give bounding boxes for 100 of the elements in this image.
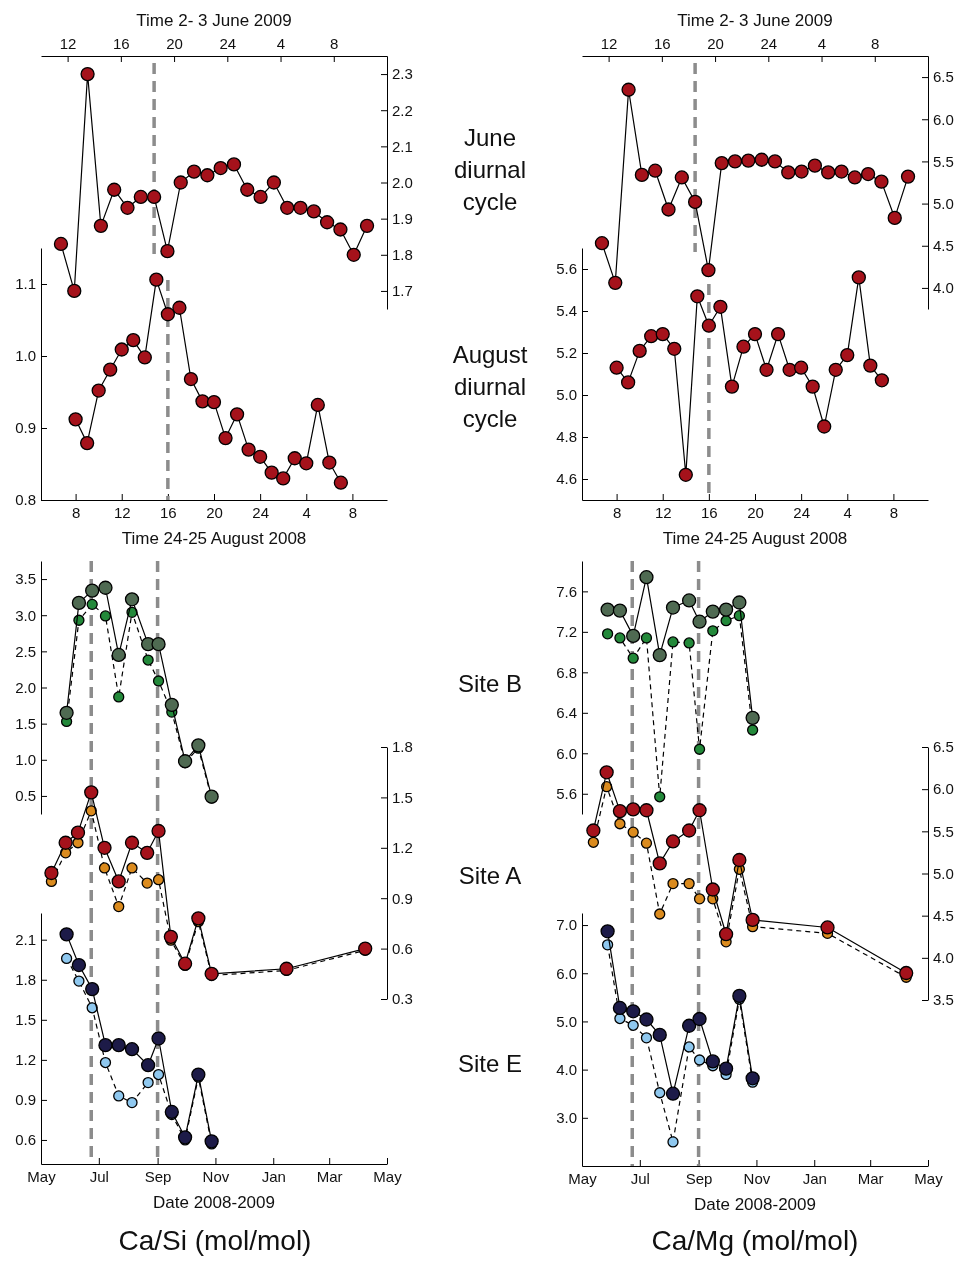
x-tick-label: 8 [348, 503, 358, 521]
y-tick-label: 7.6 [556, 582, 577, 600]
y-tick-label: 0.3 [392, 990, 413, 1008]
text: Site A [458, 862, 522, 889]
x-axis-title: Time 24-25 August 2008 [662, 529, 848, 548]
y-tick-label: 0.9 [15, 1091, 36, 1109]
text: Site E [457, 1050, 523, 1077]
x-tick-label: Nov [202, 1167, 230, 1185]
y-tick-label: 5.0 [933, 864, 954, 882]
y-tick-label: 2.1 [392, 137, 413, 155]
x-tick-label: 20 [166, 35, 183, 52]
text: Ca/Mg (mol/mol) [651, 1225, 859, 1256]
y-tick-label: 2.0 [15, 678, 36, 696]
text: June diurnal cycle [453, 124, 527, 215]
y-tick-label: 6.4 [556, 704, 577, 722]
y-tick-label: 2.2 [392, 101, 413, 119]
x-tick-label: 24 [252, 503, 269, 521]
y-tick-label: 3.0 [556, 1109, 577, 1127]
x-tick-label: 12 [59, 35, 77, 52]
y-tick-label: 4.0 [556, 1060, 577, 1078]
y-tick-label: 1.2 [392, 839, 413, 857]
x-tick-label: Jul [89, 1167, 109, 1185]
y-tick-label: 7.2 [556, 623, 577, 641]
x-tick-label: 20 [747, 503, 764, 521]
y-tick-label: 0.6 [15, 1131, 36, 1149]
y-tick-label: 1.1 [15, 275, 36, 293]
y-tick-label: 4.6 [556, 470, 577, 488]
y-tick-label: 5.0 [556, 386, 577, 404]
x-tick-label: 24 [760, 35, 778, 52]
y-tick-label: 2.0 [392, 173, 413, 191]
x-axis-title: Time 2- 3 June 2009 [677, 11, 833, 30]
x-tick-label: 12 [600, 35, 618, 52]
y-tick-label: 7.0 [556, 916, 577, 934]
x-tick-label: Jul [630, 1169, 650, 1187]
x-tick-label: Sep [144, 1167, 172, 1185]
x-tick-label: Jan [802, 1169, 827, 1187]
x-tick-label: 8 [889, 503, 899, 521]
x-axis-title: Time 24-25 August 2008 [121, 529, 307, 548]
x-tick-label: 4 [276, 35, 286, 52]
x-tick-label: 8 [330, 35, 339, 52]
x-tick-label: Nov [743, 1169, 771, 1187]
x-tick-label: Jan [261, 1167, 286, 1185]
x-tick-label: 16 [160, 503, 177, 521]
y-tick-label: 3.0 [15, 606, 36, 624]
y-tick-label: 1.8 [15, 971, 36, 989]
y-tick-label: 1.8 [392, 738, 413, 756]
x-tick-label: 4 [817, 35, 827, 52]
y-tick-label: 1.5 [15, 1011, 36, 1029]
x-tick-label: 8 [71, 503, 81, 521]
y-tick-label: 1.2 [15, 1051, 36, 1069]
y-tick-label: 1.7 [392, 282, 413, 300]
x-tick-label: 16 [113, 35, 130, 52]
y-tick-label: 0.6 [392, 939, 413, 957]
y-tick-label: 4.0 [933, 279, 954, 297]
x-tick-label: 8 [871, 35, 880, 52]
x-tick-label: Sep [685, 1169, 713, 1187]
y-tick-label: 5.5 [933, 152, 954, 170]
y-tick-label: 1.9 [392, 209, 413, 227]
x-tick-label: 4 [843, 503, 852, 521]
y-tick-label: 3.5 [933, 991, 954, 1009]
y-tick-label: 2.1 [15, 931, 36, 948]
x-tick-label: May [27, 1167, 57, 1185]
x-tick-label: 16 [654, 35, 671, 52]
y-tick-label: 0.9 [392, 889, 413, 907]
x-tick-label: May [568, 1169, 598, 1187]
x-tick-label: 24 [793, 503, 810, 521]
y-tick-label: 6.5 [933, 738, 954, 756]
x-tick-label: May [373, 1167, 403, 1185]
x-tick-label: May [914, 1169, 944, 1187]
x-tick-label: 20 [707, 35, 724, 52]
x-tick-label: Mar [857, 1169, 884, 1187]
y-tick-label: 5.6 [556, 785, 577, 803]
y-tick-label: 6.0 [556, 744, 577, 762]
x-tick-label: 20 [206, 503, 223, 521]
y-tick-label: 5.5 [933, 822, 954, 840]
x-tick-label: Mar [316, 1167, 343, 1185]
y-tick-label: 6.8 [556, 663, 577, 681]
y-tick-label: 6.5 [933, 68, 954, 86]
y-tick-label: 4.5 [933, 906, 954, 924]
x-tick-label: 12 [654, 503, 672, 521]
y-tick-label: 5.6 [556, 260, 577, 278]
x-axis-title: Date 2008-2009 [694, 1195, 816, 1214]
x-tick-label: 8 [612, 503, 622, 521]
y-tick-label: 5.0 [933, 194, 954, 212]
y-tick-label: 1.5 [15, 714, 36, 732]
y-tick-label: 5.0 [556, 1012, 577, 1030]
y-tick-label: 5.2 [556, 344, 577, 362]
x-tick-label: 16 [701, 503, 718, 521]
y-tick-label: 0.9 [15, 419, 36, 437]
x-axis-title: Time 2- 3 June 2009 [136, 11, 292, 30]
y-tick-label: 2.3 [392, 65, 413, 83]
y-tick-label: 1.8 [392, 246, 413, 264]
y-tick-label: 1.0 [15, 347, 36, 365]
text: Ca/Si (mol/mol) [118, 1225, 312, 1256]
text: August diurnal cycle [452, 341, 528, 432]
y-tick-label: 6.0 [556, 964, 577, 982]
y-tick-label: 2.5 [15, 642, 36, 660]
x-tick-label: 24 [219, 35, 237, 52]
y-tick-label: 6.0 [933, 110, 954, 128]
x-axis-title: Date 2008-2009 [153, 1193, 275, 1212]
